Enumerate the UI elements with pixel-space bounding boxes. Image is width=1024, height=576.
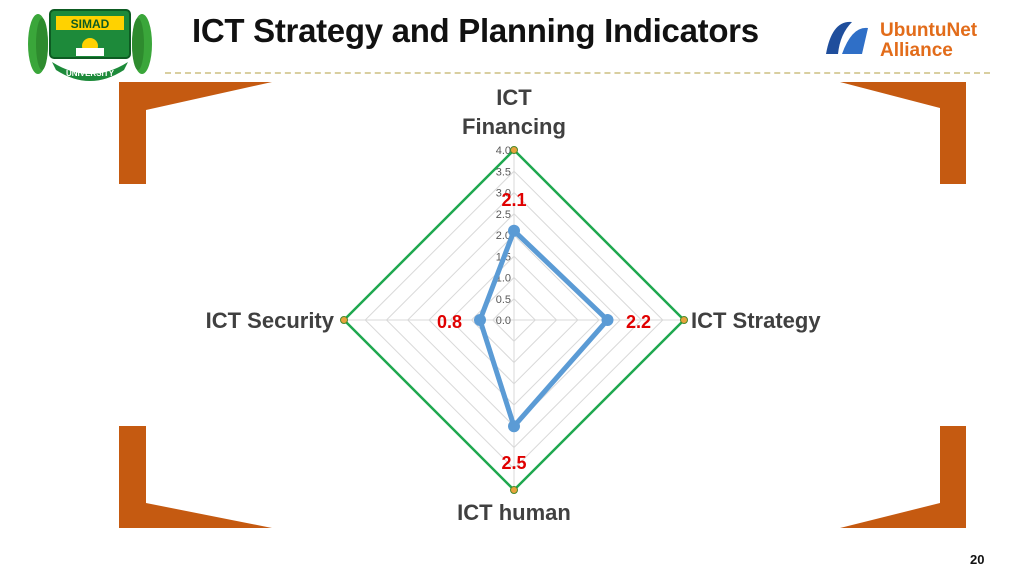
corner-bottom-left bbox=[119, 426, 272, 528]
data-label-1: 2.2 bbox=[626, 312, 651, 332]
data-point-0 bbox=[508, 224, 520, 237]
radar-ticks: 0.00.51.01.52.02.53.03.54.0 bbox=[496, 145, 511, 327]
page-number: 20 bbox=[970, 552, 985, 567]
laurel-left-icon bbox=[28, 14, 48, 74]
data-label-0: 2.1 bbox=[501, 190, 526, 210]
simad-university-logo: SIMAD UNIVERSITY bbox=[28, 9, 152, 81]
outline-point-3 bbox=[340, 316, 348, 324]
data-point-2 bbox=[508, 420, 520, 433]
logo-line2: Alliance bbox=[880, 40, 953, 61]
axis-label-2-0: ICT human bbox=[457, 500, 571, 525]
tick-label-6: 3.0 bbox=[496, 188, 511, 200]
tick-label-5: 2.5 bbox=[496, 209, 511, 221]
outline-point-0 bbox=[510, 146, 518, 154]
tick-label-7: 3.5 bbox=[496, 166, 511, 178]
radar-labels: 2.1 2.2 2.5 0.8 ICT Financing ICT Strategy ICT … bbox=[206, 85, 822, 525]
corner-top-left bbox=[119, 82, 272, 184]
ubuntunet-alliance-logo: UbuntuNet Alliance bbox=[826, 20, 978, 61]
radar-outline-series bbox=[340, 146, 688, 494]
tick-label-1: 0.5 bbox=[496, 294, 511, 306]
outline-point-2 bbox=[510, 486, 518, 494]
data-point-1 bbox=[601, 314, 614, 326]
axis-label-3-0: ICT Security bbox=[206, 308, 335, 333]
axis-label-1-0: ICT Strategy bbox=[691, 308, 821, 333]
page-title: ICT Strategy and Planning Indicators bbox=[192, 12, 759, 49]
radar-data-series bbox=[474, 224, 614, 433]
laurel-right-icon bbox=[132, 14, 152, 74]
tick-label-8: 4.0 bbox=[496, 145, 511, 157]
tick-label-0: 0.0 bbox=[496, 315, 511, 327]
corner-bottom-right bbox=[840, 426, 966, 528]
axis-label-0-1: Financing bbox=[462, 114, 566, 139]
axis-label-0-0: ICT bbox=[496, 85, 532, 110]
data-point-3 bbox=[474, 314, 486, 326]
data-label-3: 0.8 bbox=[437, 312, 462, 332]
logo-line1: UbuntuNet bbox=[880, 20, 978, 41]
outline-point-1 bbox=[680, 316, 688, 324]
corner-top-right bbox=[840, 82, 966, 184]
logo-text-bottom: UNIVERSITY bbox=[66, 69, 115, 78]
logo-text-top: SIMAD bbox=[71, 17, 110, 31]
data-label-2: 2.5 bbox=[501, 453, 526, 473]
tick-label-4: 2.0 bbox=[496, 230, 511, 242]
swoosh-icon bbox=[826, 21, 852, 54]
title-divider bbox=[165, 72, 990, 74]
